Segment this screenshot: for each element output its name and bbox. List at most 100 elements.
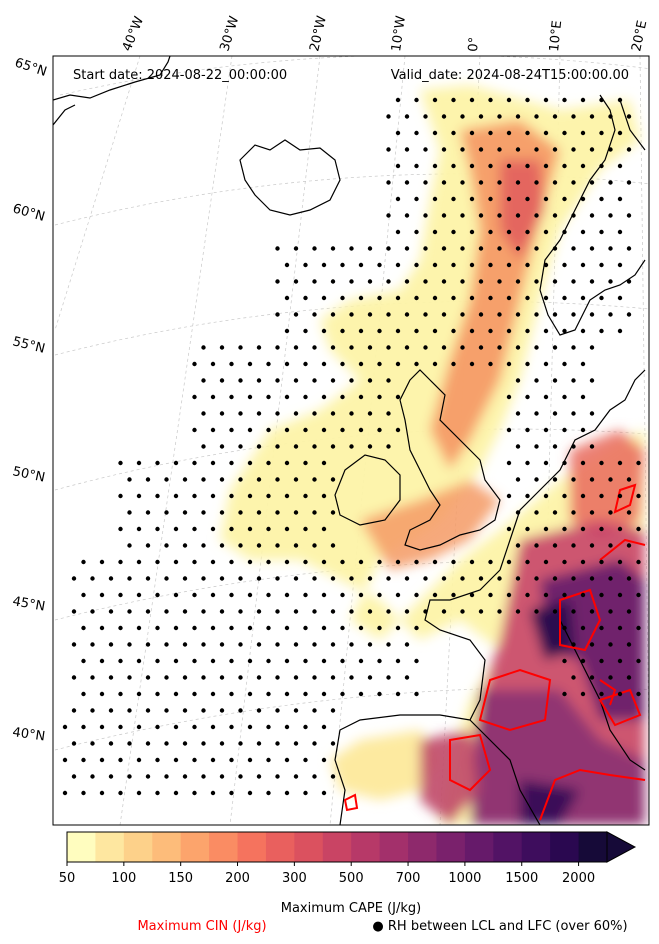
rh-dot <box>395 361 401 367</box>
colorbar-tick-label: 100 <box>111 871 136 886</box>
rh-dot <box>293 609 299 614</box>
rh-dot <box>423 213 428 218</box>
rh-dot <box>330 543 336 548</box>
rh-dot <box>515 147 521 152</box>
rh-dot <box>589 213 595 218</box>
rh-dot <box>136 526 142 532</box>
rh-dot <box>534 345 539 350</box>
coastlines <box>53 56 646 825</box>
rh-dot <box>626 180 632 185</box>
rh-dot <box>571 180 576 185</box>
rh-dot <box>312 411 317 416</box>
rh-dot <box>552 543 558 548</box>
rh-dot <box>469 229 475 235</box>
rh-dot <box>330 510 336 515</box>
colorbar-tick-label: 1000 <box>448 871 481 886</box>
lon-label: 20°E <box>629 19 650 53</box>
rh-dot <box>108 576 114 581</box>
rh-dot <box>367 279 373 284</box>
rh-dot <box>404 345 410 350</box>
rh-dot <box>358 691 364 697</box>
rh-dot <box>247 724 253 730</box>
rh-dot <box>543 361 549 367</box>
rh-dot <box>266 658 271 664</box>
rh-dot <box>173 757 179 763</box>
rh-dot <box>525 163 530 169</box>
rh-dot <box>321 394 327 400</box>
rh-dot <box>256 444 262 449</box>
rh-dot <box>617 625 623 631</box>
rh-dot <box>349 576 354 581</box>
rh-dot <box>349 675 354 680</box>
rh-dot <box>210 460 216 466</box>
rh-dot <box>451 328 456 334</box>
rh-dot <box>229 691 234 697</box>
rh-dot <box>377 427 382 433</box>
rh-dot <box>71 774 77 779</box>
colorbar-tick-label: 200 <box>225 871 250 886</box>
rh-dot <box>506 526 512 532</box>
rh-dot <box>617 229 623 235</box>
rh-dot <box>386 279 391 284</box>
rh-dot <box>414 163 419 169</box>
rh-dot <box>275 279 280 284</box>
rh-dot <box>525 196 530 202</box>
rh-dot <box>145 708 151 713</box>
rh-dot <box>534 246 539 251</box>
rh-dot <box>488 229 493 235</box>
rh-dot <box>293 477 299 482</box>
rh-dot <box>534 510 539 515</box>
rh-dot <box>330 378 336 383</box>
rh-dot <box>367 246 373 251</box>
rh-dot <box>340 625 345 631</box>
rh-dot <box>247 427 253 433</box>
rh-dot <box>515 543 521 548</box>
rh-dot <box>127 708 132 713</box>
rh-dot <box>293 642 299 647</box>
rh-dot <box>238 708 243 713</box>
rh-dot <box>136 691 142 697</box>
rh-dot <box>414 592 419 598</box>
rh-dot <box>543 493 549 499</box>
rh-dot <box>266 427 271 433</box>
rh-dot <box>608 642 613 647</box>
rh-dot <box>404 642 410 647</box>
rh-dot <box>460 279 465 284</box>
rh-dot <box>506 196 512 202</box>
rh-dot <box>617 658 623 664</box>
rh-dot <box>256 576 262 581</box>
rh-dot <box>562 130 567 136</box>
rh-dot <box>201 543 206 548</box>
rh-dot <box>358 559 364 565</box>
rh-dot <box>266 724 271 730</box>
rh-dot <box>340 427 345 433</box>
rh-dot <box>404 246 410 251</box>
rh-dot <box>626 477 632 482</box>
rh-dot <box>414 229 419 235</box>
rh-dot <box>99 724 105 730</box>
rh-dot <box>608 213 613 218</box>
rh-dot <box>90 576 95 581</box>
rh-dot <box>515 444 521 449</box>
rh-dot <box>571 312 576 317</box>
rh-dot <box>303 559 308 565</box>
rh-dot <box>210 559 216 565</box>
rh-dot <box>321 295 327 301</box>
lon-label: 40°W <box>120 14 147 53</box>
rh-dot <box>358 427 364 433</box>
lon-label: 10°W <box>389 15 409 53</box>
rh-dot <box>377 295 382 301</box>
colorbar-swatch <box>578 832 608 862</box>
rh-dot <box>469 559 475 565</box>
rh-dot <box>395 592 401 598</box>
rh-dot <box>118 790 123 796</box>
rh-dot <box>543 460 549 466</box>
rh-dot <box>238 510 243 515</box>
rh-dot <box>293 279 299 284</box>
rh-dot <box>81 559 86 565</box>
colorbar-title: Maximum CAPE (J/kg) <box>281 901 421 916</box>
rh-dot <box>460 246 465 251</box>
rh-dot <box>488 97 493 103</box>
rh-dot <box>404 213 410 218</box>
